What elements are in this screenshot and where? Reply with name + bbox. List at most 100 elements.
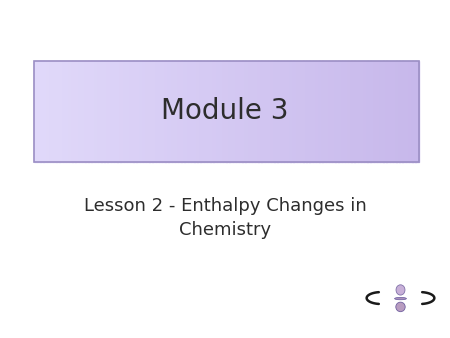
Bar	[123, 61, 127, 162]
Bar	[325, 61, 329, 162]
Bar	[396, 61, 400, 162]
Text: Lesson 2 - Enthalpy Changes in
Chemistry: Lesson 2 - Enthalpy Changes in Chemistry	[84, 197, 366, 239]
Bar	[156, 61, 159, 162]
Bar	[287, 61, 291, 162]
Bar	[245, 61, 249, 162]
Bar	[374, 61, 377, 162]
Bar	[342, 61, 345, 162]
Bar	[43, 61, 47, 162]
Bar	[274, 61, 278, 162]
Bar	[79, 61, 82, 162]
Bar	[338, 61, 342, 162]
Bar	[204, 61, 207, 162]
Ellipse shape	[395, 297, 406, 300]
Bar	[387, 61, 390, 162]
Bar	[361, 61, 365, 162]
Bar	[201, 61, 204, 162]
Ellipse shape	[396, 302, 405, 312]
Bar	[191, 61, 194, 162]
Bar	[59, 61, 63, 162]
Bar	[402, 61, 406, 162]
Bar	[297, 61, 300, 162]
Bar	[226, 61, 230, 162]
Bar	[149, 61, 153, 162]
Bar	[303, 61, 307, 162]
Bar	[268, 61, 271, 162]
Bar	[50, 61, 54, 162]
Bar	[364, 61, 368, 162]
Bar	[63, 61, 66, 162]
Bar	[290, 61, 294, 162]
Bar	[271, 61, 274, 162]
Bar	[248, 61, 252, 162]
Bar	[345, 61, 348, 162]
Bar	[56, 61, 60, 162]
Bar	[82, 61, 86, 162]
Bar	[252, 61, 256, 162]
Bar	[284, 61, 288, 162]
Bar	[319, 61, 323, 162]
Bar	[322, 61, 326, 162]
Bar	[130, 61, 134, 162]
Bar	[265, 61, 268, 162]
Bar	[415, 61, 419, 162]
Bar	[85, 61, 89, 162]
Bar	[184, 61, 188, 162]
Bar	[223, 61, 226, 162]
Bar	[316, 61, 320, 162]
Bar	[181, 61, 185, 162]
Bar	[146, 61, 149, 162]
Bar	[213, 61, 217, 162]
Bar	[197, 61, 201, 162]
Bar	[390, 61, 393, 162]
Bar	[293, 61, 297, 162]
Bar	[393, 61, 396, 162]
Text: Module 3: Module 3	[161, 97, 289, 125]
Bar	[277, 61, 281, 162]
Bar	[409, 61, 413, 162]
Bar	[367, 61, 371, 162]
Bar	[178, 61, 182, 162]
Bar	[383, 61, 387, 162]
Bar	[332, 61, 336, 162]
Bar	[258, 61, 262, 162]
Bar	[216, 61, 220, 162]
Bar	[261, 61, 265, 162]
Bar	[355, 61, 358, 162]
Bar	[313, 61, 316, 162]
Bar	[114, 61, 117, 162]
Bar	[108, 61, 111, 162]
Bar	[306, 61, 310, 162]
Bar	[242, 61, 246, 162]
Bar	[380, 61, 384, 162]
Bar	[153, 61, 156, 162]
Bar	[53, 61, 57, 162]
Bar	[210, 61, 214, 162]
Bar	[143, 61, 146, 162]
Bar	[220, 61, 223, 162]
Bar	[136, 61, 140, 162]
Bar	[76, 61, 79, 162]
Bar	[207, 61, 211, 162]
Bar	[412, 61, 416, 162]
Bar	[255, 61, 259, 162]
Bar	[104, 61, 108, 162]
Bar	[101, 61, 105, 162]
Bar	[239, 61, 243, 162]
Bar	[127, 61, 130, 162]
Bar	[335, 61, 339, 162]
Bar	[72, 61, 76, 162]
Bar	[281, 61, 284, 162]
Bar	[34, 61, 37, 162]
Bar	[370, 61, 374, 162]
Bar	[133, 61, 137, 162]
Bar	[233, 61, 236, 162]
Bar	[175, 61, 179, 162]
Bar	[91, 61, 95, 162]
Bar	[377, 61, 380, 162]
Bar	[40, 61, 44, 162]
Bar	[162, 61, 166, 162]
Bar	[140, 61, 143, 162]
Bar	[188, 61, 191, 162]
Bar	[348, 61, 351, 162]
